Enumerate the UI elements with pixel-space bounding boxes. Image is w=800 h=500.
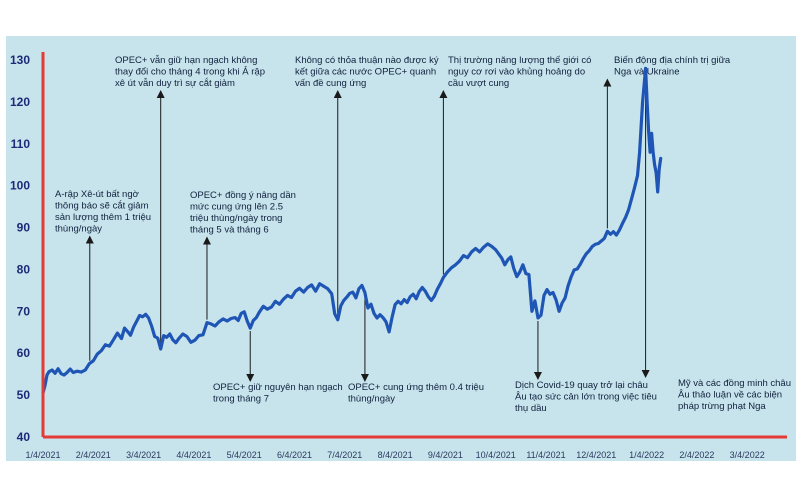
annotation: OPEC+ cung ứng thêm 0.4 triệu thùng/ngày: [348, 295, 484, 405]
annotation-text: Thị trường năng lượng thế giới có nguy cơ…: [448, 55, 591, 89]
annotation-text: Không có thỏa thuận nào được ký kết giữa …: [295, 55, 439, 89]
annotation-text: OPEC+ cung ứng thêm 0.4 triệu thùng/ngày: [348, 382, 484, 405]
y-tick-label: 70: [17, 304, 31, 318]
annotation-text: Mỹ và các đồng minh châu Âu thảo luận về …: [678, 378, 791, 412]
annotation-line: Mỹ và các đồng minh châu: [678, 378, 791, 389]
annotation-line: Dịch Covid-19 quay trở lại châu: [515, 380, 648, 391]
axes: [41, 52, 787, 439]
series-group: [41, 66, 663, 395]
annotation-line: Biến động địa chính trị giữa: [614, 55, 731, 66]
annotation-text: Dịch Covid-19 quay trở lại châu Âu tạo sứ…: [515, 380, 657, 414]
annotation: Dịch Covid-19 quay trở lại châu Âu tạo sứ…: [515, 321, 657, 414]
x-tick-label: 10/4/2021: [476, 450, 516, 460]
annotation-line: thùng/ngày: [55, 224, 102, 235]
x-tick-label: 2/4/2021: [76, 450, 111, 460]
annotation-text: OPEC+ đồng ý nâng dần mức cung ứng lên 2.…: [190, 190, 296, 236]
annotation-text: A-rập Xê-út bất ngờ thông báo sẽ cắt giảm…: [55, 189, 151, 235]
x-tick-label: 4/4/2021: [176, 450, 211, 460]
annotation: OPEC+ giữ nguyên hạn ngạch trong tháng 7: [213, 331, 343, 405]
chart-panel: [6, 36, 796, 461]
y-tick-label: 100: [10, 179, 30, 193]
annotation-line: trong tháng 7: [213, 394, 269, 405]
annotation-line: thông báo sẽ cắt giảm: [55, 201, 149, 212]
y-tick-label: 120: [10, 95, 30, 109]
annotation-line: thay đổi cho tháng 4 trong khi Ả rập: [115, 66, 265, 78]
x-tick-label: 12/4/2021: [576, 450, 616, 460]
annotation: Không có thỏa thuận nào được ký kết giữa …: [295, 55, 439, 317]
annotation-line: kết giữa các nước OPEC+ quanh: [295, 67, 436, 78]
annotation-line: nguy cơ rơi vào khủng hoảng do: [448, 67, 585, 78]
x-tick-label: 8/4/2021: [378, 450, 413, 460]
annotation-line: mức cung ứng lên 2.5: [190, 202, 283, 213]
annotation-line: Không có thỏa thuận nào được ký: [295, 55, 439, 66]
annotation-text: OPEC+ vẫn giữ hạn ngạch không thay đổi ch…: [115, 55, 265, 89]
price-series-line: [41, 66, 663, 395]
x-tick-labels: 1/4/2021 2/4/2021 3/4/2021 4/4/2021 5/4/2021…: [25, 450, 764, 460]
annotation-line: Âu tạo sức cản lớn trong việc tiêu: [515, 392, 657, 403]
annotation-line: OPEC+ vẫn giữ hạn ngạch không: [115, 55, 257, 66]
x-tick-label: 11/4/2021: [526, 450, 565, 460]
x-tick-label: 6/4/2021: [277, 450, 312, 460]
x-tick-label: 3/4/2022: [730, 450, 765, 460]
annotation-line: triệu thùng/ngày trong: [190, 213, 282, 224]
x-tick-label: 2/4/2022: [679, 450, 714, 460]
annotation-line: Thị trường năng lượng thế giới có: [448, 55, 591, 66]
y-tick-label: 130: [10, 53, 30, 67]
annotation: Thị trường năng lượng thế giới có nguy cơ…: [439, 55, 591, 275]
annotation-line: pháp trừng phạt Nga: [678, 401, 766, 412]
y-tick-label: 50: [17, 388, 31, 402]
annotation-line: xê út vẫn duy trì sự cắt giảm: [115, 78, 235, 89]
x-tick-label: 3/4/2021: [126, 450, 161, 460]
annotation-line: vấn đề cung ứng: [295, 78, 366, 89]
annotation-text: OPEC+ giữ nguyên hạn ngạch trong tháng 7: [213, 382, 343, 405]
x-tick-label: 9/4/2021: [428, 450, 463, 460]
annotation-line: OPEC+ giữ nguyên hạn ngạch: [213, 382, 343, 393]
annotation-line: thụ dầu: [515, 403, 547, 414]
y-tick-label: 40: [17, 430, 31, 444]
y-tick-label: 110: [11, 137, 31, 151]
annotation-line: sản lượng thêm 1 triệu: [55, 212, 151, 223]
y-tick-labels: 40 50 60 70 80 90 100 110 120 130: [10, 53, 30, 444]
y-tick-label: 80: [17, 262, 31, 276]
annotation: A-rập Xê-út bất ngờ thông báo sẽ cắt giảm…: [55, 189, 151, 361]
y-tick-label: 60: [17, 346, 31, 360]
annotation-line: cầu vượt cung: [448, 78, 509, 89]
annotation-line: OPEC+ cung ứng thêm 0.4 triệu: [348, 382, 484, 393]
y-tick-label: 90: [17, 221, 31, 235]
x-tick-label: 1/4/2021: [25, 450, 60, 460]
annotation: Mỹ và các đồng minh châu Âu thảo luận về …: [641, 71, 791, 412]
annotation-line: tháng 5 và tháng 6: [190, 225, 269, 236]
annotation: OPEC+ đồng ý nâng dần mức cung ứng lên 2.…: [190, 190, 296, 320]
annotation: OPEC+ vẫn giữ hạn ngạch không thay đổi ch…: [115, 55, 265, 347]
annotation-line: A-rập Xê-út bất ngờ: [55, 189, 139, 200]
x-tick-label: 7/4/2021: [327, 450, 362, 460]
annotation-line: Âu thảo luận về các biện: [678, 390, 782, 401]
x-tick-label: 1/4/2022: [629, 450, 664, 460]
annotation-line: thùng/ngày: [348, 394, 395, 405]
annotation-line: OPEC+ đồng ý nâng dần: [190, 190, 296, 201]
x-tick-label: 5/4/2021: [227, 450, 262, 460]
